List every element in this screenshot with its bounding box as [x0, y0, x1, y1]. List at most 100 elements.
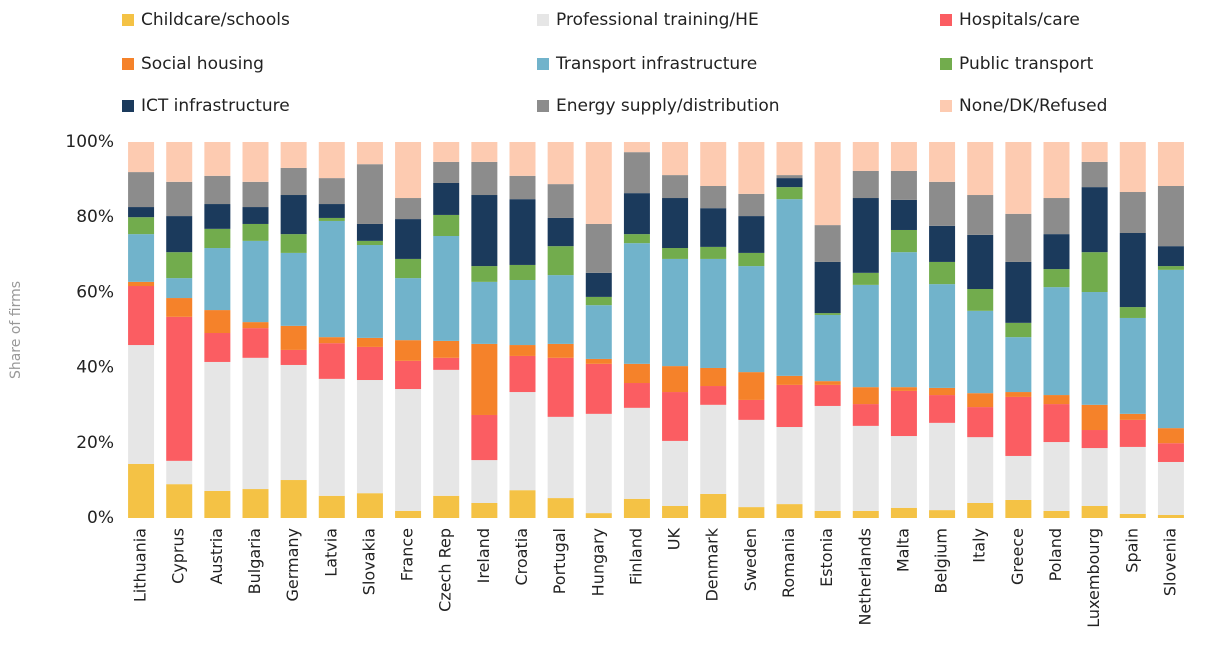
bar-segment — [318, 217, 345, 221]
x-tick-label: Austria — [207, 528, 226, 585]
bar-segment — [1119, 446, 1146, 514]
legend-swatch — [940, 14, 952, 26]
x-tick-label: Luxembourg — [1084, 528, 1103, 628]
x-tick-label: Hungary — [588, 528, 607, 596]
bar-segment — [814, 510, 841, 518]
bar-segment — [128, 463, 155, 518]
bar-segment — [623, 498, 650, 518]
bar-segment — [318, 204, 345, 218]
bar-segment — [1005, 213, 1032, 262]
bar-segment — [433, 340, 460, 358]
x-tick-label: Croatia — [512, 528, 531, 586]
legend-label: Social housing — [141, 54, 264, 74]
bar-segment — [356, 164, 383, 224]
bar-segment — [852, 142, 879, 171]
bar-segment — [547, 343, 574, 358]
bar-segment — [1005, 499, 1032, 518]
legend-swatch — [537, 100, 549, 112]
bar-segment — [166, 298, 193, 317]
bar-segment — [662, 142, 689, 176]
legend-swatch — [122, 14, 134, 26]
bar-segment — [509, 355, 536, 393]
x-tick-label: Greece — [1008, 528, 1027, 585]
bar-segment — [1081, 187, 1108, 253]
bar-segment — [471, 502, 498, 518]
x-tick-label: Malta — [893, 528, 912, 572]
bar-segment — [623, 234, 650, 244]
bar-segment — [890, 142, 917, 171]
bar-segment — [1005, 396, 1032, 456]
bar-segment — [1005, 392, 1032, 397]
legend-swatch — [537, 58, 549, 70]
bar-segment — [1081, 292, 1108, 405]
bar-segment — [471, 414, 498, 461]
bar-segment — [585, 296, 612, 306]
y-tick-label: 40% — [76, 358, 114, 378]
bar-segment — [738, 252, 765, 267]
bar-segment — [967, 195, 994, 235]
legend-label: None/DK/Refused — [959, 96, 1107, 116]
bar-segment — [814, 384, 841, 406]
bar-segment — [738, 419, 765, 508]
bar-segment — [776, 427, 803, 505]
bar-segment — [433, 357, 460, 370]
bar-segment — [471, 343, 498, 415]
bar-segment — [700, 185, 727, 209]
bar-segment — [814, 381, 841, 385]
bar-segment — [1119, 317, 1146, 414]
bar-segment — [242, 357, 269, 490]
bar-segment — [852, 425, 879, 511]
bar-segment — [890, 387, 917, 391]
bar-segment — [1157, 142, 1184, 186]
bar-segment — [1081, 142, 1108, 162]
bar-segment — [128, 217, 155, 235]
bar-segment — [395, 219, 422, 259]
bar-segment — [776, 178, 803, 188]
bar-segment — [1157, 266, 1184, 270]
bar-segment — [967, 393, 994, 408]
bar-segment — [471, 281, 498, 344]
bar-segment — [1043, 234, 1070, 270]
x-tick-label: Poland — [1046, 528, 1065, 581]
bar-segment — [700, 404, 727, 494]
bar-segment — [280, 142, 307, 168]
y-tick-label: 20% — [76, 433, 114, 453]
bar-segment — [814, 261, 841, 314]
bar-segment — [1157, 443, 1184, 462]
legend-swatch — [940, 58, 952, 70]
bar-segment — [166, 216, 193, 253]
bar-segment — [1043, 287, 1070, 396]
bar-segment — [662, 198, 689, 249]
x-tick-label: Netherlands — [855, 528, 874, 626]
bar-segment — [204, 361, 231, 491]
y-tick-label: 100% — [65, 132, 114, 152]
bar-segment — [700, 493, 727, 518]
bar-segment — [1119, 192, 1146, 233]
bar-segment — [1157, 269, 1184, 429]
bar-segment — [890, 170, 917, 200]
bar-segment — [776, 504, 803, 518]
bar-segment — [356, 346, 383, 381]
y-tick-label: 60% — [76, 282, 114, 302]
bar-segment — [356, 380, 383, 494]
bar-segment — [738, 193, 765, 217]
bar-segment — [929, 261, 956, 285]
bar-segment — [852, 404, 879, 426]
bar-segment — [318, 178, 345, 205]
x-tick-label: Belgium — [932, 528, 951, 594]
bar-segment — [585, 358, 612, 364]
bar-segment — [1043, 269, 1070, 288]
legend-label: Professional training/HE — [556, 10, 759, 30]
bar-segment — [662, 366, 689, 393]
bar-segment — [700, 386, 727, 405]
bar-segment — [1157, 428, 1184, 444]
bar-segment — [356, 337, 383, 347]
x-tick-label: Estonia — [817, 528, 836, 587]
legend-label: Hospitals/care — [959, 10, 1080, 30]
legend-swatch — [122, 100, 134, 112]
bar-segment — [623, 407, 650, 499]
bar-segment — [1157, 246, 1184, 267]
bar-segment — [433, 142, 460, 162]
x-tick-label: Germany — [283, 528, 302, 602]
bar-segment — [700, 142, 727, 186]
